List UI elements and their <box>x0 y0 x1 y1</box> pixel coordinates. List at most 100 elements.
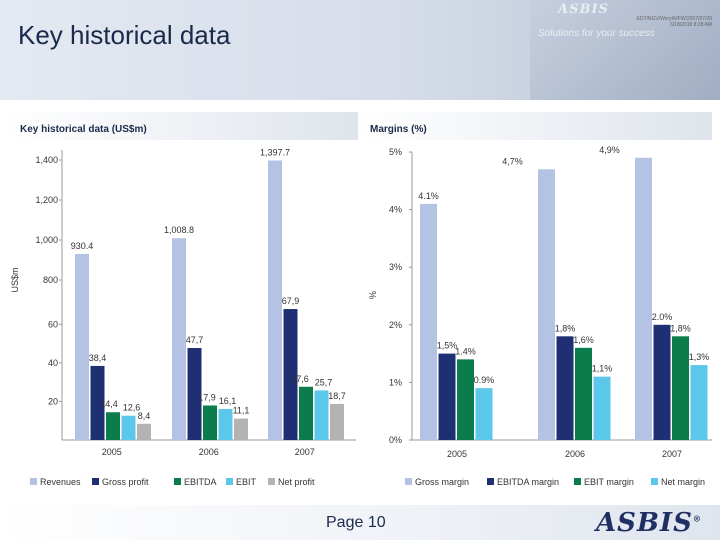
bar-label: 11,1 <box>233 406 250 416</box>
legend-label: EBITDA margin <box>497 477 559 487</box>
bar <box>653 324 671 440</box>
bar-label: 930.4 <box>71 241 94 251</box>
legend-label: EBITDA <box>184 477 217 487</box>
bar-label: 12,6 <box>123 403 141 413</box>
right-panel-band <box>360 112 712 140</box>
bar <box>538 169 555 440</box>
bar <box>234 418 248 440</box>
bar-label: 1.4% <box>455 346 476 356</box>
legend-swatch <box>174 478 181 485</box>
bar <box>218 408 233 440</box>
legend-swatch <box>574 478 581 485</box>
bar <box>106 412 120 440</box>
legend-swatch <box>30 478 37 485</box>
key-historical-chart: US$m 1,400 1,200 1,000 800 60 40 20 2005 930.4 38,… <box>10 147 356 487</box>
bar-label: 1,8% <box>670 323 691 333</box>
bar <box>314 390 329 440</box>
legend-label: Gross profit <box>102 477 149 487</box>
legend-label: Gross margin <box>415 477 469 487</box>
y-tick-label: 4% <box>389 205 402 215</box>
bar-label: 1,5% <box>437 341 458 351</box>
y-tick-label: 1,400 <box>35 155 58 165</box>
x-tick-label: 2005 <box>102 447 122 457</box>
y-tick-label: 60 <box>48 319 58 329</box>
header-banner: ASBIS Solutions for your success EDT/NGV… <box>0 0 720 100</box>
y-axis-label: US$m <box>10 267 20 292</box>
bar <box>593 376 611 440</box>
bar <box>187 348 202 440</box>
footer-logo-text: ASBIS <box>596 508 693 538</box>
y-tick-label: 1,000 <box>35 235 58 245</box>
bar-label: 1,008.8 <box>164 225 194 235</box>
legend-swatch <box>226 478 233 485</box>
x-tick-label: 2007 <box>295 447 315 457</box>
bar <box>268 160 282 440</box>
bar <box>330 403 344 440</box>
bar <box>203 405 217 440</box>
page-title: Key historical data <box>18 20 231 50</box>
bar <box>121 415 136 440</box>
bar-label: 18,7 <box>328 391 346 401</box>
header-slogan: Solutions for your success <box>538 28 655 39</box>
x-tick-label: 2006 <box>565 449 585 459</box>
bar-label: 2.0% <box>652 312 673 322</box>
header-meta-line2: 6/18/2018 8:28 AM <box>670 22 712 28</box>
bar-label: 38,4 <box>89 353 107 363</box>
y-tick-label: 800 <box>43 275 58 285</box>
bar-label: 1,6% <box>573 335 594 345</box>
bar <box>556 336 574 440</box>
footer-band <box>0 505 720 540</box>
bar <box>475 388 493 440</box>
bar <box>172 238 186 440</box>
header-meta: EDT/NGV/WeryW/FW/2007/07/29 6/18/2018 8:… <box>637 16 712 28</box>
y-axis-label: % <box>368 291 378 299</box>
bar <box>457 359 474 440</box>
x-tick-label: 2005 <box>447 449 467 459</box>
footer-logo: ASBIS® <box>596 508 702 538</box>
bar <box>438 353 456 440</box>
header-photo: ASBIS Solutions for your success <box>530 0 720 100</box>
footer-logo-mark: ® <box>692 513 702 524</box>
bar <box>690 365 708 440</box>
legend-swatch <box>268 478 275 485</box>
bar-label: 4,7% <box>502 156 523 166</box>
bar-label: 27,6 <box>291 374 309 384</box>
y-tick-label: 20 <box>48 396 58 406</box>
bar-label: 4,9% <box>599 145 620 155</box>
margins-chart: % 5% 4% 3% 2% 1% 0% 2005 4.1% 1,5%1.4% 0.9% 2006 4,7… <box>368 145 712 487</box>
header-brand: ASBIS <box>558 2 609 17</box>
bar <box>299 386 313 440</box>
legend-label: Revenues <box>40 477 81 487</box>
right-chart-title: Margins (%) <box>370 124 427 135</box>
x-tick-label: 2006 <box>199 447 219 457</box>
legend-swatch <box>651 478 658 485</box>
bar-label: 67,9 <box>282 296 300 306</box>
bar <box>137 423 151 440</box>
legend-swatch <box>92 478 99 485</box>
y-tick-label: 2% <box>389 320 402 330</box>
left-panel-band <box>8 112 358 140</box>
y-tick-label: 1% <box>389 377 402 387</box>
bar-label: 1,3% <box>689 352 710 362</box>
bar <box>672 336 689 440</box>
bar-label: 1,397.7 <box>260 147 290 157</box>
bar-label: 8,4 <box>138 411 151 421</box>
bar-label: 17,9 <box>198 392 216 402</box>
legend-label: EBIT <box>236 477 257 487</box>
bar <box>420 203 437 440</box>
left-chart-title: Key historical data (US$m) <box>20 124 147 135</box>
y-tick-label: 5% <box>389 147 402 157</box>
bar <box>283 309 298 440</box>
legend-swatch <box>487 478 494 485</box>
y-tick-label: 40 <box>48 358 58 368</box>
legend-label: Net profit <box>278 477 315 487</box>
bar-label: 47,7 <box>186 335 204 345</box>
bar-label: 16,1 <box>219 396 237 406</box>
x-tick-label: 2007 <box>662 449 682 459</box>
bar-label: 0.9% <box>474 375 495 385</box>
bar-label: 1,1% <box>592 364 613 374</box>
bar <box>575 347 592 440</box>
y-tick-label: 1,200 <box>35 195 58 205</box>
header-meta-line1: EDT/NGV/WeryW/FW/2007/07/29 <box>636 16 712 22</box>
bar <box>90 365 105 440</box>
